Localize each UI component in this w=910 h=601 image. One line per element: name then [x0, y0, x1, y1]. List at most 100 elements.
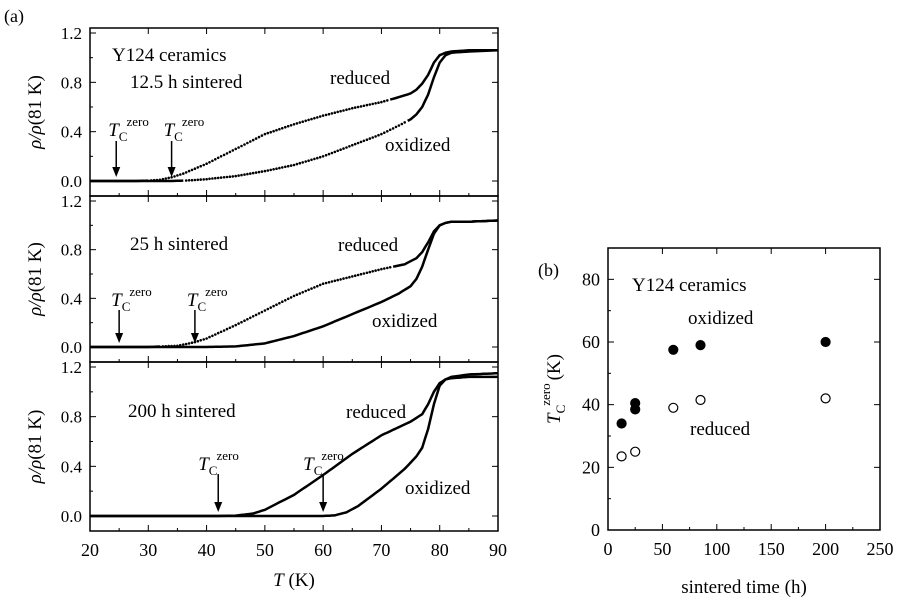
data-point [365, 138, 369, 141]
data-point [254, 171, 258, 174]
data-point [284, 165, 287, 169]
annotation-text: reduced [690, 419, 751, 440]
x-tick-label: 60 [314, 540, 332, 560]
data-point [257, 135, 261, 139]
data-point [292, 163, 296, 167]
data-point [272, 168, 275, 171]
data-point [377, 101, 380, 104]
data-point [231, 175, 235, 178]
x-tick-label: 250 [867, 539, 894, 559]
data-point [281, 166, 284, 169]
data-point [211, 177, 214, 180]
data-point [298, 292, 302, 295]
data-point [342, 109, 345, 112]
data-point [336, 278, 340, 282]
x-tick-label: 50 [256, 540, 274, 560]
data-point [336, 110, 340, 114]
data-point [272, 129, 275, 133]
data-point [324, 113, 328, 117]
data-point [388, 128, 392, 132]
data-point [266, 131, 270, 135]
tc-zero-label: TCzero [303, 448, 344, 478]
data-point [321, 114, 325, 117]
data-point [231, 149, 235, 152]
data-point [219, 155, 223, 158]
data-point [164, 177, 168, 180]
data-point [243, 173, 246, 176]
data-point [176, 174, 179, 177]
annotation-text: oxidized [372, 311, 438, 332]
data-point [304, 289, 308, 293]
data-point [257, 170, 261, 174]
annotation-text: Y124 ceramics [632, 275, 746, 296]
data-point [386, 266, 389, 270]
data-point [342, 147, 345, 150]
data-point [324, 153, 328, 157]
y-tick-label: 1.2 [61, 24, 82, 43]
data-point [281, 300, 284, 304]
data-point [695, 340, 706, 351]
data-point [630, 446, 641, 457]
data-point [184, 179, 188, 182]
panel-b-label: (b) [538, 260, 559, 281]
data-point [295, 122, 299, 125]
data-point [295, 162, 299, 166]
x-tick-label: 50 [653, 539, 671, 559]
data-point [318, 115, 322, 118]
data-point [362, 104, 366, 108]
data-point [173, 175, 176, 178]
data-point [222, 176, 226, 179]
data-point [184, 342, 188, 346]
data-point [327, 281, 331, 284]
data-point [246, 172, 249, 176]
data-point [339, 278, 342, 281]
data-point [228, 150, 232, 154]
data-point [330, 151, 334, 155]
subplot-bottom: 0.0 0.4 0.8 1.2 ρ/ρ(81 K) 200 h sintered reduc… [25, 358, 507, 591]
data-point [202, 163, 205, 167]
x-tick-label: 80 [431, 540, 449, 560]
data-point [237, 146, 240, 149]
data-point [182, 343, 185, 346]
data-point [318, 155, 322, 159]
data-point [668, 402, 679, 413]
tc-arrow-head [214, 502, 223, 512]
data-point [216, 331, 220, 335]
series-line [90, 371, 499, 518]
data-point [211, 159, 214, 163]
data-point [190, 341, 194, 345]
y-tick-label: 0.8 [61, 73, 82, 92]
data-point [307, 159, 310, 162]
data-point [251, 171, 255, 175]
x-axis-label: T (K) [273, 570, 315, 591]
y-tick-label: 80 [582, 269, 600, 289]
data-point [292, 123, 296, 126]
data-point [249, 316, 252, 320]
data-point [383, 131, 386, 134]
data-point [330, 280, 334, 283]
data-point [199, 178, 202, 181]
x-tick-label: 40 [198, 540, 216, 560]
data-point [193, 178, 197, 182]
data-point [289, 124, 293, 127]
data-point [240, 144, 243, 148]
data-point [254, 313, 258, 317]
data-point [228, 326, 232, 330]
data-point [289, 296, 293, 299]
data-point [231, 325, 235, 328]
subplot-top: 0.0 0.4 0.8 1.2 ρ/ρ(81 K) Y124 ceramics 12.5 h… [25, 24, 499, 197]
data-point [359, 140, 363, 144]
data-point [243, 319, 246, 323]
data-point [616, 418, 627, 429]
data-point [342, 277, 345, 280]
data-point [304, 160, 308, 163]
data-point [237, 322, 240, 325]
data-point [249, 140, 252, 143]
data-point [356, 105, 360, 109]
data-point [330, 112, 334, 115]
data-point [307, 288, 310, 292]
data-point [353, 274, 357, 278]
data-point [228, 175, 232, 178]
tc-zero-label: TCzero [111, 284, 152, 314]
data-point [359, 272, 363, 276]
